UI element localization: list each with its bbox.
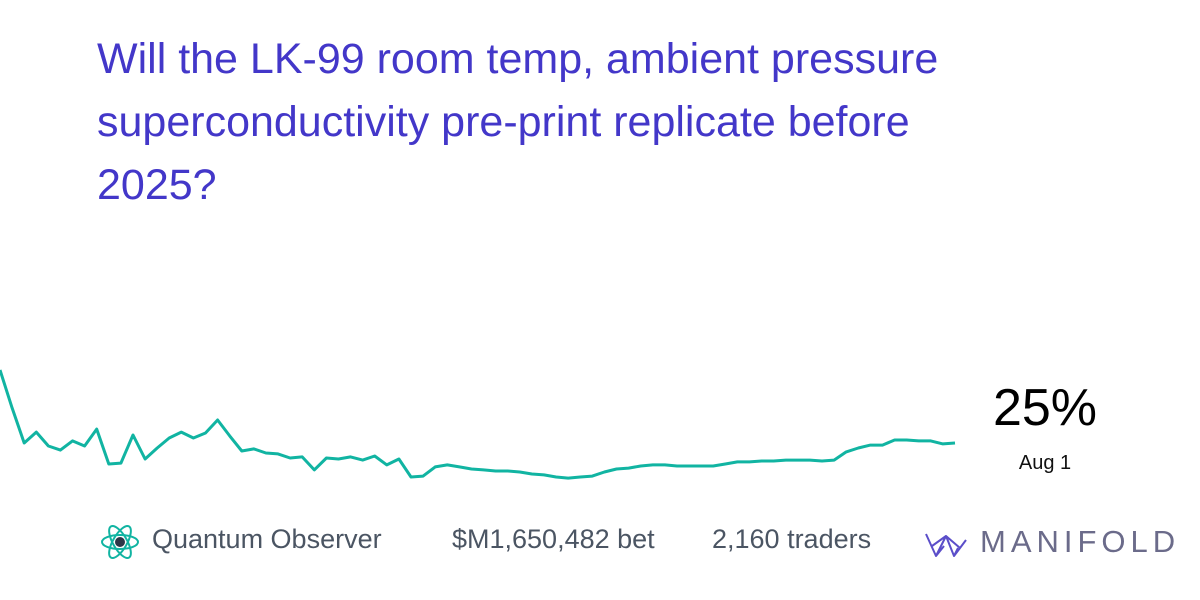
date: Aug 1 bbox=[1018, 452, 1072, 474]
probability-line bbox=[0, 369, 956, 480]
brand-name: MANIFOLD bbox=[980, 524, 1181, 559]
creator-icon bbox=[101, 525, 139, 559]
probability: 25% bbox=[992, 379, 1098, 437]
creator-name: Quantum Observer bbox=[152, 524, 382, 554]
brand-logo bbox=[925, 533, 967, 557]
traders: 2,160 traders bbox=[712, 524, 872, 554]
volume: $M1,650,482 bet bbox=[452, 524, 655, 554]
market-title: Will the LK-99 room temp, ambient pressu… bbox=[97, 35, 939, 209]
